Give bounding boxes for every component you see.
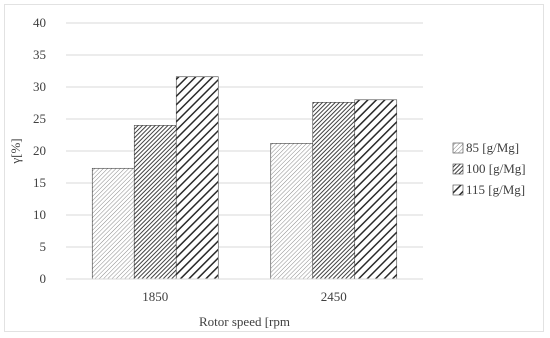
legend-label: 115 [g/Mg]	[466, 182, 525, 197]
y-tick-label: 40	[33, 15, 46, 30]
y-tick-label: 10	[33, 207, 46, 222]
y-tick-label: 20	[33, 143, 46, 158]
bar-1850-series-2	[133, 125, 177, 280]
legend-label: 85 [g/Mg]	[466, 140, 519, 155]
bar-2450-series-2	[312, 102, 356, 280]
bar-1850-series-3	[175, 76, 219, 280]
legend-swatch	[452, 184, 464, 196]
y-axis-title: γ[%]	[8, 138, 23, 164]
x-axis-title: Rotor speed [rpm	[199, 314, 290, 329]
legend: 85 [g/Mg] 100 [g/Mg] 115 [g/Mg]	[452, 140, 526, 197]
legend-label: 100 [g/Mg]	[466, 161, 526, 176]
y-tick-label: 35	[33, 47, 46, 62]
bar-2450-series-3	[354, 99, 398, 280]
y-tick-label: 5	[40, 239, 47, 254]
bars	[91, 76, 398, 280]
legend-swatch	[452, 163, 464, 175]
x-tick-label: 1850	[142, 289, 168, 304]
bar-2450-series-1	[270, 143, 314, 280]
y-tick-label: 25	[33, 111, 46, 126]
y-tick-label: 0	[40, 271, 47, 286]
axes: 0 5 10 15 20 25 30 35 40 1850 2450	[33, 15, 423, 304]
x-tick-label: 2450	[321, 289, 347, 304]
bar-1850-series-1	[91, 167, 135, 280]
y-tick-label: 15	[33, 175, 46, 190]
legend-swatch	[452, 142, 464, 154]
y-tick-label: 30	[33, 79, 46, 94]
